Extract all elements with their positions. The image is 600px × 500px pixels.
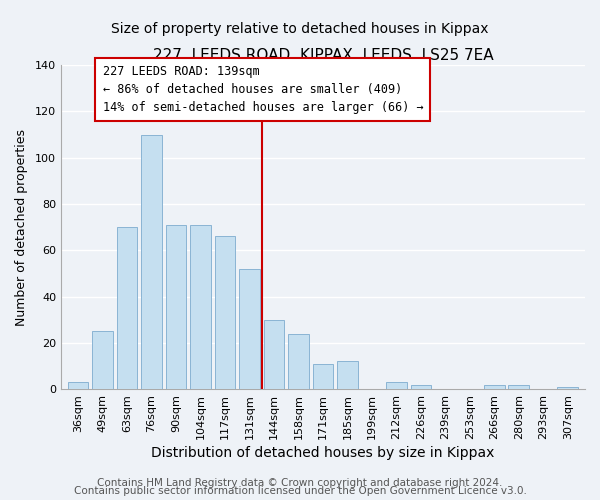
Bar [263, 320, 284, 389]
Bar [313, 364, 334, 389]
Bar [557, 387, 578, 389]
X-axis label: Distribution of detached houses by size in Kippax: Distribution of detached houses by size … [151, 446, 494, 460]
Bar [166, 225, 187, 389]
Bar [190, 225, 211, 389]
Bar [508, 384, 529, 389]
Text: Size of property relative to detached houses in Kippax: Size of property relative to detached ho… [111, 22, 489, 36]
Text: Contains public sector information licensed under the Open Government Licence v3: Contains public sector information licen… [74, 486, 526, 496]
Bar [68, 382, 88, 389]
Text: 227 LEEDS ROAD: 139sqm
← 86% of detached houses are smaller (409)
14% of semi-de: 227 LEEDS ROAD: 139sqm ← 86% of detached… [103, 65, 423, 114]
Bar [386, 382, 407, 389]
Bar [410, 384, 431, 389]
Bar [116, 227, 137, 389]
Bar [239, 269, 260, 389]
Bar [337, 362, 358, 389]
Bar [92, 332, 113, 389]
Title: 227, LEEDS ROAD, KIPPAX, LEEDS, LS25 7EA: 227, LEEDS ROAD, KIPPAX, LEEDS, LS25 7EA [152, 48, 493, 62]
Y-axis label: Number of detached properties: Number of detached properties [15, 128, 28, 326]
Bar [215, 236, 235, 389]
Bar [288, 334, 309, 389]
Bar [484, 384, 505, 389]
Text: Contains HM Land Registry data © Crown copyright and database right 2024.: Contains HM Land Registry data © Crown c… [97, 478, 503, 488]
Bar [141, 134, 162, 389]
